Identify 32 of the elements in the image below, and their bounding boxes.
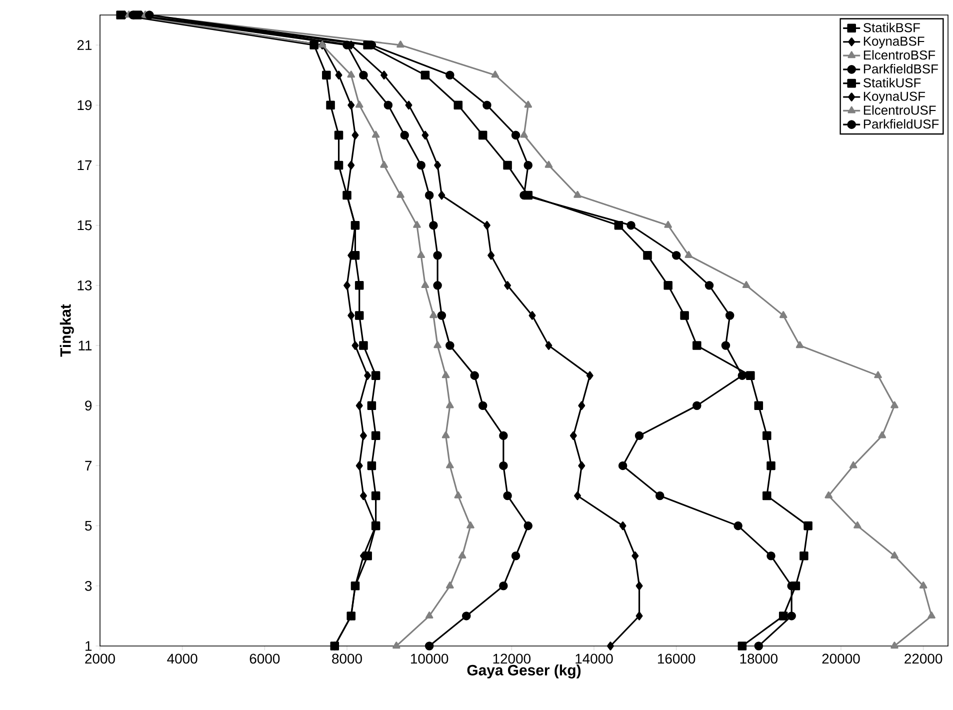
y-tick-label: 9 <box>85 400 92 411</box>
x-tick-label: 8000 <box>332 654 362 664</box>
legend-label: KoynaBSF <box>864 36 924 48</box>
x-tick-label: 20000 <box>822 654 860 664</box>
x-tick-label: 14000 <box>576 654 613 664</box>
y-tick-label: 7 <box>85 460 92 471</box>
legend-label: KoynaUSF <box>864 92 925 104</box>
y-tick-label: 3 <box>85 580 92 591</box>
y-tick-label: 21 <box>77 40 92 50</box>
x-tick-label: 10000 <box>410 654 448 664</box>
x-axis-title: Gaya Geser (kg) <box>467 664 581 678</box>
y-axis-title: Tingkat <box>60 304 74 357</box>
x-tick-label: 6000 <box>250 654 280 664</box>
y-tick-label: 11 <box>78 340 92 350</box>
y-tick-label: 5 <box>85 520 92 531</box>
legend-label: ParkfieldUSF <box>864 119 939 129</box>
y-tick-label: 15 <box>78 220 92 230</box>
legend-label: StatikUSF <box>863 78 921 88</box>
x-tick-label: 2000 <box>85 654 115 664</box>
y-tick-label: 19 <box>78 100 92 110</box>
x-tick-label: 16000 <box>658 654 696 664</box>
x-tick-label: 18000 <box>740 654 778 664</box>
y-tick-label: 13 <box>78 280 92 290</box>
legend-label: StatikBSF <box>863 22 920 32</box>
legend-label: ElcentroUSF <box>864 105 936 115</box>
x-tick-label: 12000 <box>493 654 530 664</box>
y-tick-label: 17 <box>78 160 92 170</box>
y-tick-label: 1 <box>86 641 92 651</box>
x-tick-label: 4000 <box>167 654 198 664</box>
legend-label: ParkfieldBSF <box>864 64 938 74</box>
x-tick-label: 22000 <box>904 654 942 664</box>
legend-label: ElcentroBSF <box>864 50 936 60</box>
